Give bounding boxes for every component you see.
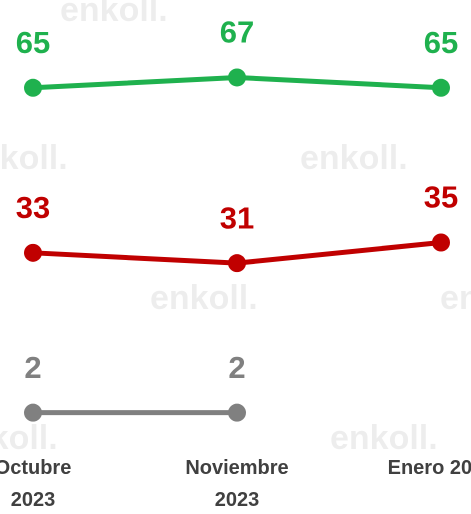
point — [228, 68, 246, 87]
data-label: 67 — [220, 15, 254, 50]
point — [228, 254, 246, 273]
point — [24, 78, 42, 97]
watermark: enkoll. — [60, 0, 168, 29]
data-label: 2 — [228, 350, 245, 385]
watermark: enkoll. — [150, 279, 258, 317]
data-label: 2 — [24, 350, 41, 385]
watermark: enkoll. — [300, 139, 408, 177]
watermark: enkoll. — [330, 419, 438, 457]
data-label: 31 — [220, 200, 254, 235]
data-label: 35 — [424, 180, 458, 215]
point — [24, 403, 42, 422]
x-tick-label: Enero 2024 — [387, 457, 471, 479]
data-label: 65 — [424, 25, 458, 60]
point — [432, 233, 450, 252]
x-tick-label: Noviembre 2023 — [185, 457, 289, 511]
point — [228, 403, 246, 422]
point — [432, 78, 450, 97]
watermark: enkoll. — [0, 139, 68, 177]
watermark: enkoll. — [0, 419, 58, 457]
point — [24, 243, 42, 262]
data-label: 33 — [16, 190, 50, 225]
x-tick-label: Octubre 2023 — [0, 457, 72, 511]
watermark: enkoll. — [440, 279, 471, 317]
data-label: 65 — [16, 25, 50, 60]
